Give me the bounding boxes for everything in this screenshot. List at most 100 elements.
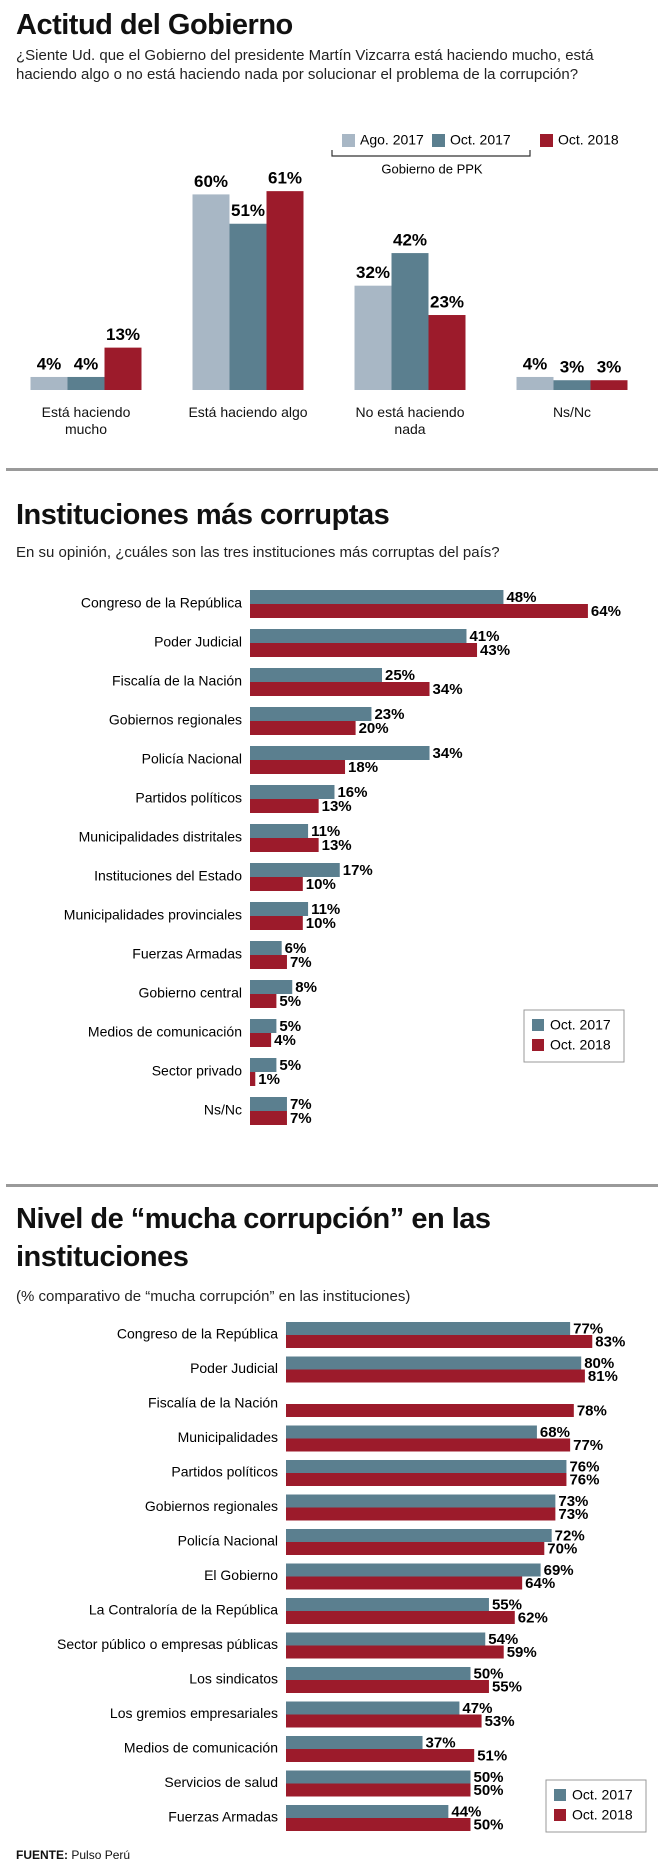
value-label: 18% [348,759,378,776]
value-label: 55% [492,1678,522,1695]
chart-subtitle: En su opinión, ¿cuáles son las tres inst… [16,544,500,561]
bar [250,760,346,774]
bar [104,347,142,390]
legend-label: Ago. 2017 [360,132,424,148]
bar [250,643,478,657]
bar [286,1356,582,1370]
legend-swatch [554,1789,566,1801]
legend-swatch [554,1809,566,1821]
legend-label: Oct. 2018 [572,1807,633,1823]
value-label: 1% [258,1071,280,1088]
y-tick-label: Medios de comunicación [124,1740,278,1756]
legend-swatch [540,134,553,147]
legend-label: Oct. 2018 [558,132,619,148]
value-label: 68% [540,1424,570,1441]
chart-subtitle: (% comparativo de “mucha corrupción” en … [16,1288,411,1305]
value-label: 77% [573,1437,603,1454]
annotation: Gobierno de PPK [381,161,483,176]
value-label: 54% [488,1631,518,1648]
bar [286,1473,567,1486]
value-label: 72% [555,1527,585,1544]
bar [286,1749,475,1762]
value-label: 5% [279,1018,301,1035]
bar [250,1072,256,1086]
annotation-bracket [331,150,531,157]
y-tick-label: Congreso de la República [81,595,242,611]
bar [286,1680,489,1693]
value-label: 4% [37,354,62,373]
x-tick-label: Ns/Nc [552,404,592,420]
y-tick-label: El Gobierno [204,1567,278,1583]
y-tick-label: Fiscalía de la Nación [112,673,242,689]
legend-label: Oct. 2018 [550,1037,611,1053]
bar [286,1460,567,1473]
y-tick-label: Partidos políticos [171,1464,278,1480]
bar [286,1563,541,1577]
value-label: 4% [274,1032,296,1049]
chart-title: Actitud del Gobierno [16,9,293,41]
y-tick-label: Fuerzas Armadas [168,1809,278,1825]
value-label: 70% [547,1540,577,1557]
value-label: 7% [290,954,312,971]
bar [286,1770,471,1784]
bar [286,1598,489,1611]
legend-label: Oct. 2017 [450,132,511,148]
value-label: 51% [231,201,265,220]
value-label: 62% [518,1609,548,1626]
y-tick-label: Congreso de la República [117,1326,278,1342]
legend-label: Oct. 2017 [550,1017,611,1033]
value-label: 5% [279,993,301,1010]
value-label: 78% [577,1402,607,1419]
value-label: 34% [433,681,463,698]
bar [286,1783,471,1797]
bar [516,376,554,390]
value-label: 50% [474,1782,504,1799]
bar [286,1645,504,1659]
y-tick-label: Sector privado [152,1063,242,1079]
bar [250,980,293,994]
value-label: 13% [106,325,140,344]
value-label: 16% [337,784,367,801]
source-text: Pulso Perú [71,1848,131,1862]
separator [6,1184,658,1187]
value-label: 50% [474,1769,504,1786]
bar [590,380,628,390]
bar [286,1494,556,1508]
bar [250,1019,277,1033]
value-label: 11% [311,823,340,840]
bar [286,1425,537,1439]
y-tick-label: Poder Judicial [190,1360,278,1376]
y-tick-label: Gobiernos regionales [145,1498,278,1514]
y-tick-label: Municipalidades distritales [79,829,242,845]
legend-swatch [342,134,355,147]
value-label: 13% [322,798,352,815]
y-tick-label: Los sindicatos [189,1671,278,1687]
bar [286,1736,423,1749]
y-tick-label: Gobiernos regionales [109,712,242,728]
value-label: 41% [469,628,499,645]
legend-box [523,1009,625,1063]
value-label: 73% [558,1506,588,1523]
chart-title: Instituciones más corruptas [16,499,390,531]
y-tick-label: Municipalidades [178,1429,278,1445]
value-label: 47% [462,1700,492,1717]
bar [250,824,309,838]
bar [354,285,392,390]
value-label: 5% [279,1057,301,1074]
legend-swatch [432,134,445,147]
bar [428,315,466,390]
bar [250,1097,287,1111]
chart-title: Nivel de “mucha corrupción” en las insti… [16,1203,491,1273]
bar [250,916,303,930]
bar [266,191,304,390]
bar [286,1576,523,1590]
value-label: 3% [560,358,585,377]
value-label: 37% [426,1734,456,1751]
bar [286,1322,571,1335]
value-label: 77% [573,1320,603,1337]
bar [192,194,230,390]
y-tick-label: Medios de comunicación [88,1024,242,1040]
value-label: 20% [359,720,389,737]
y-tick-label: Poder Judicial [154,634,242,650]
y-tick-label: Instituciones del Estado [94,868,242,884]
